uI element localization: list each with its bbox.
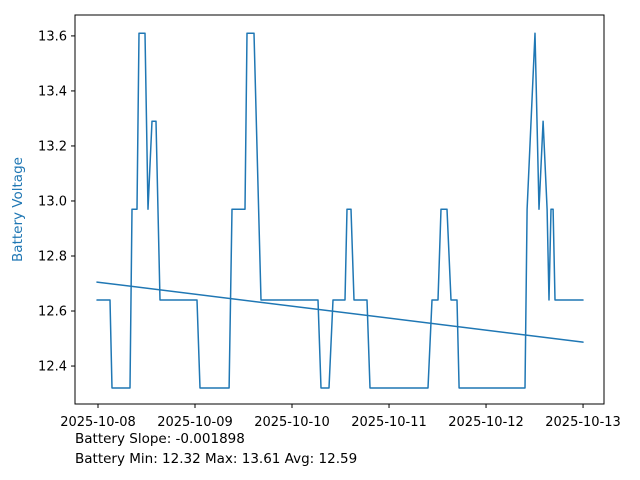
x-tick-label: 2025-10-11 — [351, 415, 427, 430]
x-tick-label: 2025-10-09 — [157, 415, 233, 430]
y-tick-label: 13.6 — [38, 29, 67, 44]
series-battery-voltage-line — [96, 32, 584, 389]
y-tick-label: 13.2 — [38, 139, 67, 154]
min-max-avg-annotation: Battery Min: 12.32 Max: 13.61 Avg: 12.59 — [75, 451, 357, 467]
series-trend-line — [96, 281, 584, 343]
x-tick-label: 2025-10-10 — [254, 415, 330, 430]
plot-area — [74, 14, 605, 405]
y-tick-label: 12.6 — [38, 305, 67, 320]
x-tick-label: 2025-10-08 — [60, 415, 136, 430]
x-tick-label: 2025-10-13 — [545, 415, 621, 430]
chart-generated-layer: 12.4 12.6 12.8 13.0 13.2 13.4 13.6 2025-10-08 20… — [38, 14, 621, 430]
x-tick-label: 2025-10-12 — [448, 415, 524, 430]
slope-annotation: Battery Slope: -0.001898 — [75, 431, 245, 447]
y-tick-label: 12.8 — [38, 249, 67, 264]
y-tick-label: 13.4 — [38, 84, 67, 99]
y-tick-label: 13.0 — [38, 194, 67, 209]
y-tick-label: 12.4 — [38, 360, 67, 375]
y-axis-label: Battery Voltage — [10, 157, 26, 262]
